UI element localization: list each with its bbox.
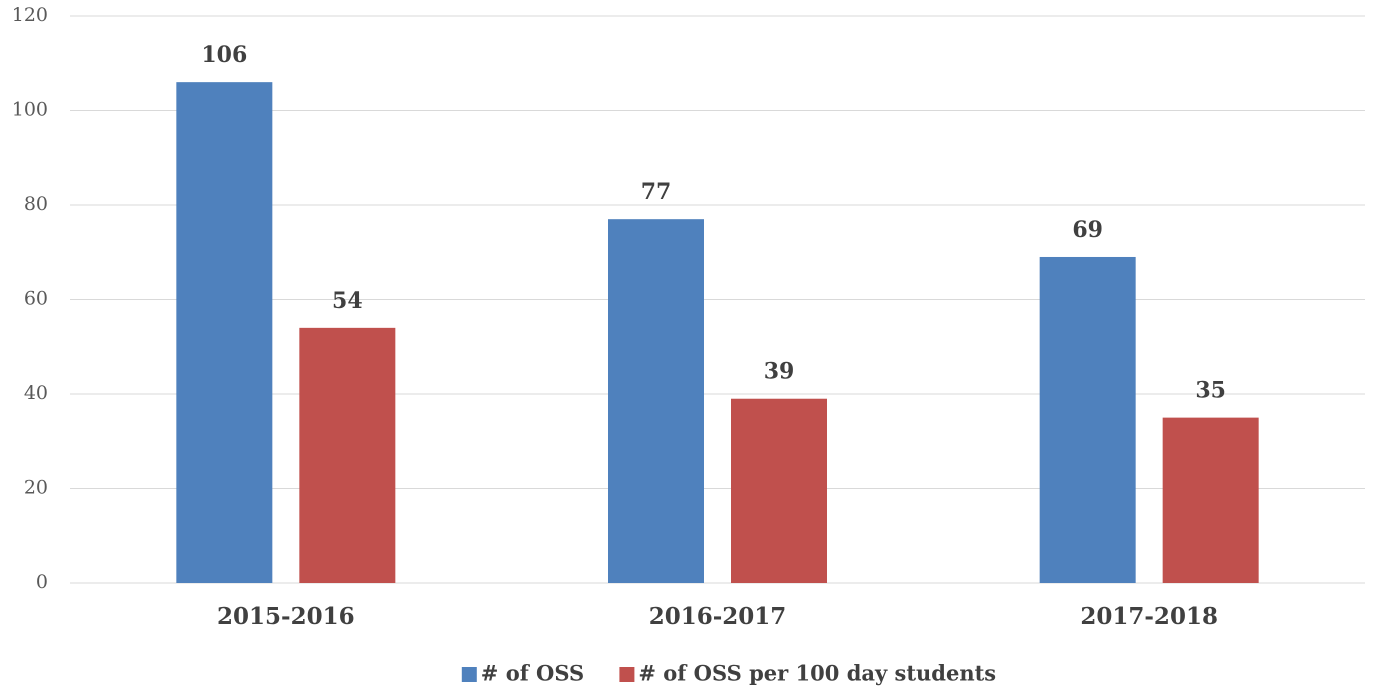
data-label: 39: [764, 359, 795, 385]
y-tick-label: 40: [24, 382, 48, 404]
y-tick-label: 120: [12, 4, 48, 26]
x-tick-label: 2016-2017: [649, 603, 787, 630]
data-label: 77: [641, 179, 672, 205]
bar: [731, 398, 827, 583]
bar: [299, 327, 396, 583]
y-tick-label: 100: [12, 99, 48, 121]
bar: [1162, 417, 1259, 583]
legend-label: # of OSS: [481, 661, 584, 686]
y-tick-label: 20: [24, 477, 48, 499]
legend-label: # of OSS per 100 day students: [638, 661, 996, 686]
x-tick-label: 2017-2018: [1080, 603, 1218, 630]
x-tick-label: 2015-2016: [217, 603, 355, 630]
y-tick-label: 0: [36, 571, 48, 593]
data-label: 69: [1072, 217, 1103, 243]
y-tick-label: 80: [24, 193, 48, 215]
legend-swatch: [461, 667, 477, 682]
bar: [608, 219, 704, 584]
legend-swatch: [619, 667, 635, 682]
bar: [176, 82, 273, 584]
data-label: 54: [332, 288, 363, 314]
y-tick-label: 60: [24, 288, 48, 310]
data-label: 35: [1195, 378, 1226, 404]
bar: [1039, 256, 1136, 583]
data-label: 106: [201, 42, 247, 68]
